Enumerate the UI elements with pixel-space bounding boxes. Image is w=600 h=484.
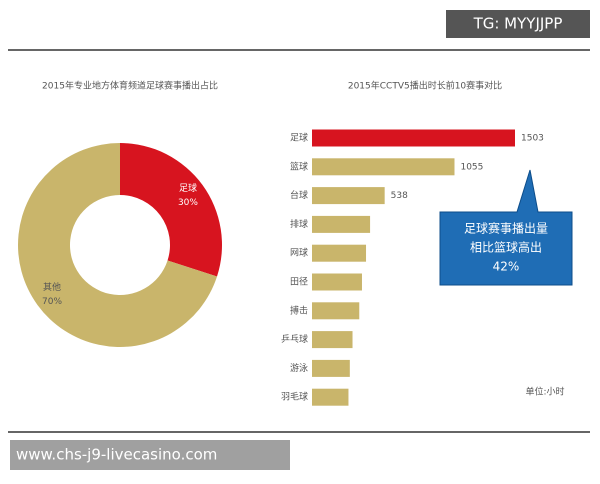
- pie-slice: [120, 143, 223, 277]
- bar: [312, 331, 353, 349]
- bar-category: 排球: [290, 218, 308, 230]
- tag-text: TG: MYYJJPP: [473, 15, 563, 33]
- bar-category: 搏击: [290, 304, 308, 316]
- slice-label: 足球: [179, 182, 197, 194]
- slice-value-label: 70%: [42, 297, 62, 307]
- callout-text: 足球赛事播出量: [464, 221, 548, 236]
- bar-value-label: 538: [391, 191, 408, 201]
- bar-category: 乒乓球: [281, 333, 308, 345]
- bar-value-label: 1055: [460, 162, 483, 172]
- bar-category: 台球: [290, 189, 308, 201]
- bar: [312, 359, 350, 377]
- bar-category: 足球: [290, 132, 308, 144]
- unit-note: 单位:小时: [525, 386, 564, 398]
- bar: [312, 388, 349, 406]
- bar-title: 2015年CCTV5播出时长前10赛事对比: [348, 80, 502, 92]
- slice-value-label: 30%: [178, 198, 198, 208]
- bar-category: 游泳: [290, 362, 308, 374]
- bar: [312, 273, 362, 291]
- slice-label: 其他: [43, 281, 61, 293]
- bar-category: 羽毛球: [281, 391, 308, 403]
- bar-category: 田径: [290, 276, 308, 288]
- bar: [312, 158, 455, 176]
- bar-value-label: 1503: [521, 134, 544, 144]
- pie-slice: [18, 143, 218, 347]
- pie-title: 2015年专业地方体育频道足球赛事播出占比: [42, 80, 218, 92]
- url-box: [10, 440, 290, 470]
- bar: [312, 129, 515, 147]
- bar-category: 网球: [290, 247, 308, 259]
- bar: [312, 187, 385, 205]
- bar: [312, 215, 371, 233]
- callout-text: 42%: [493, 260, 520, 274]
- bar: [312, 244, 367, 262]
- tag-box: [446, 10, 590, 38]
- url-text: www.chs-j9-livecasino.com: [16, 446, 217, 464]
- callout-text: 相比篮球高出: [470, 240, 542, 255]
- callout-box: [439, 169, 573, 286]
- bar: [312, 302, 360, 320]
- bar-category: 篮球: [290, 160, 308, 172]
